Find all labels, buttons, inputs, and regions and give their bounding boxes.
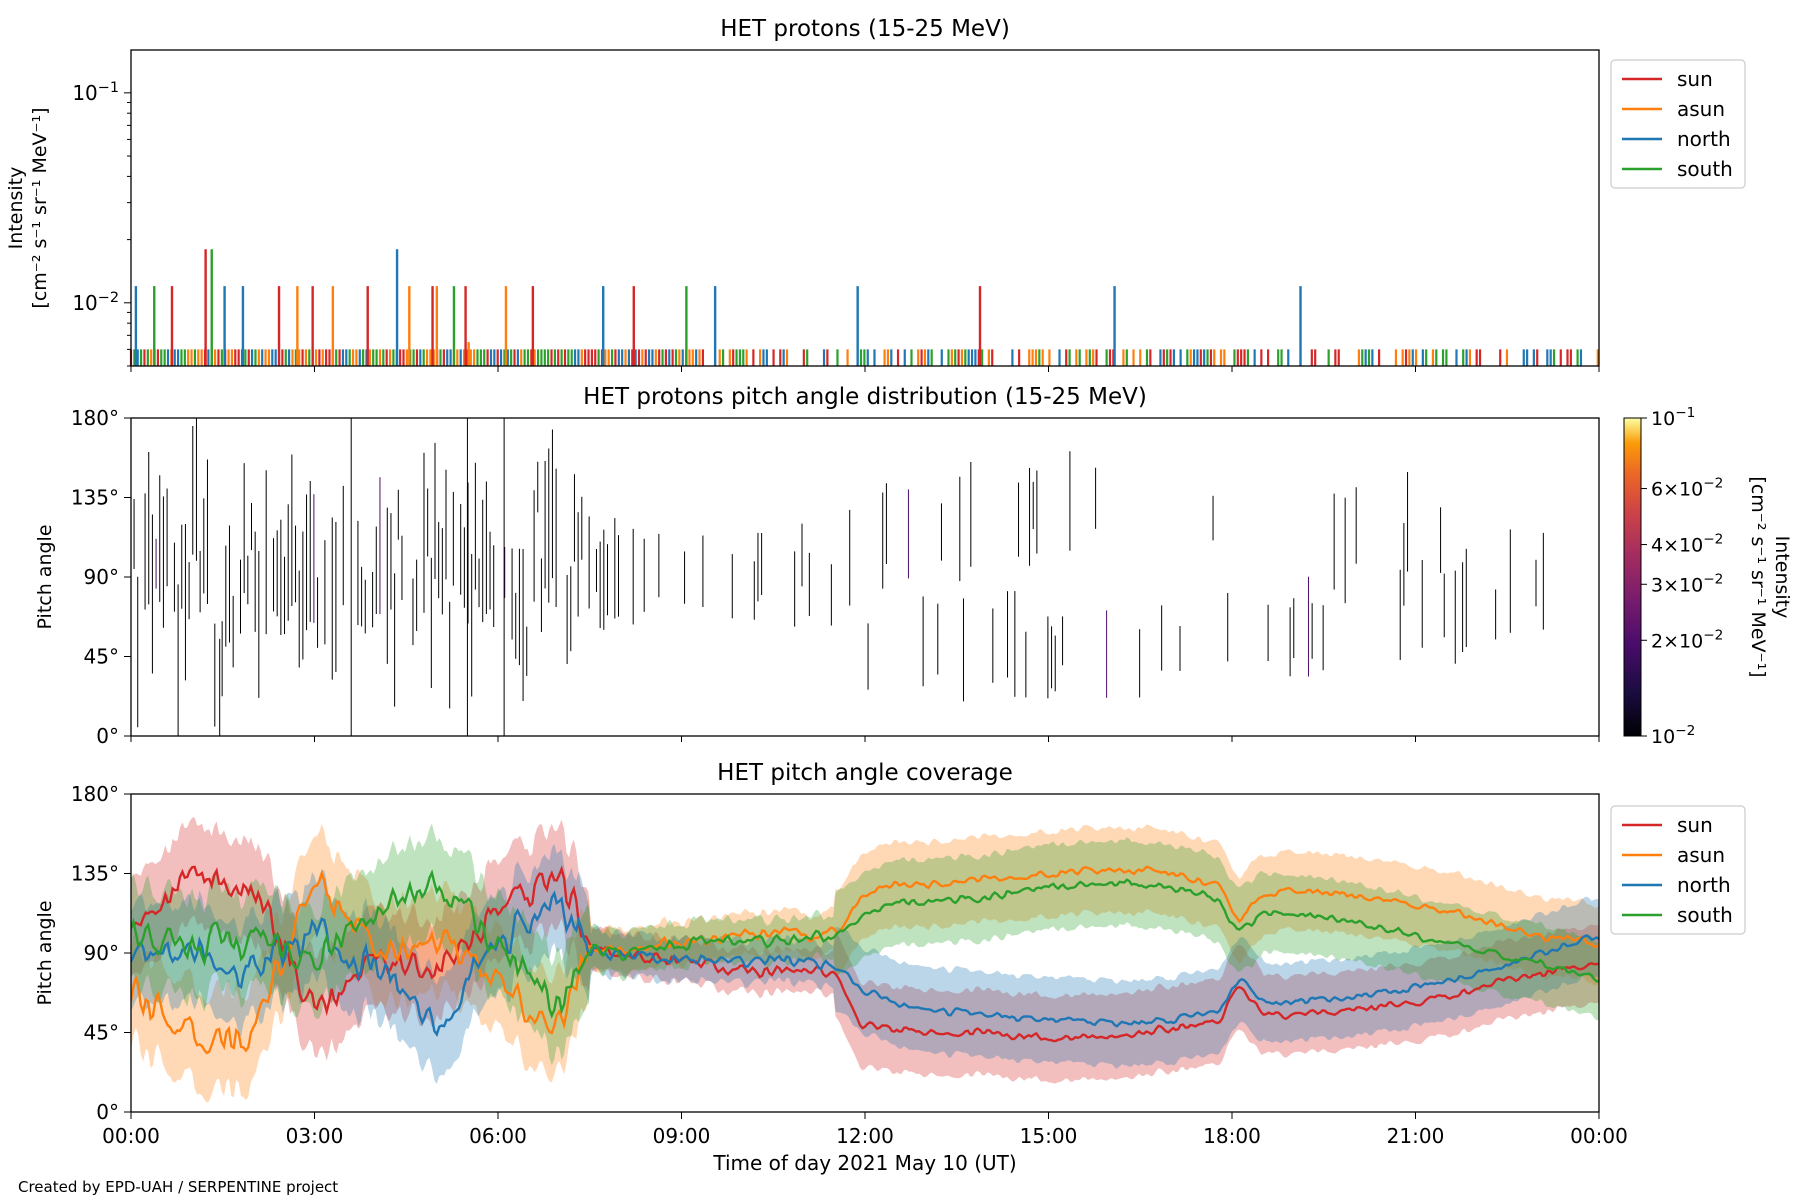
x-tick-label: 18:00 (1203, 1124, 1261, 1148)
credit-text: Created by EPD-UAH / SERPENTINE project (18, 1178, 338, 1196)
y-tick-label: 180° (71, 782, 119, 806)
y-axis-label-line1: Intensity (5, 167, 27, 250)
series-sun-band (131, 817, 1599, 1084)
panel-title: HET protons pitch angle distribution (15… (583, 384, 1147, 410)
y-axis-label-line2: [cm⁻² s⁻¹ sr⁻¹ MeV⁻¹] (29, 107, 51, 308)
y-axis-label: Pitch angle (34, 524, 56, 629)
colorbar-label-line1: Intensity (1771, 536, 1793, 619)
x-tick-label: 09:00 (653, 1124, 711, 1148)
colorbar-gradient (1623, 417, 1642, 737)
y-tick-label: 0° (96, 724, 119, 748)
panel-title: HET protons (15-25 MeV) (720, 16, 1010, 42)
series-asun-band (131, 823, 1599, 1103)
legend-label-south: south (1677, 903, 1733, 927)
y-tick-label: 10−2 (72, 290, 119, 315)
legend-label-sun: sun (1677, 813, 1713, 837)
plot-area (131, 50, 1599, 366)
y-axis-label: Pitch angle (34, 900, 56, 1005)
colorbar-label: Intensity[cm⁻² s⁻¹ sr⁻¹ MeV⁻¹] (1747, 476, 1793, 677)
y-tick-label: 90° (84, 565, 119, 589)
x-tick-label: 06:00 (469, 1124, 527, 1148)
series-north (134, 249, 1302, 366)
y-tick-label: 0° (96, 1100, 119, 1124)
coverage-lines (131, 865, 1599, 1055)
x-tick-label: 15:00 (1020, 1124, 1078, 1148)
y-axis-label: Intensity [cm⁻² s⁻¹ sr⁻¹ MeV⁻¹] (5, 107, 51, 308)
y-tick-label: 90° (84, 941, 119, 965)
y-tick-label: 135° (71, 862, 119, 886)
x-tick-label: 00:00 (1570, 1124, 1628, 1148)
series-asun (296, 286, 508, 366)
series-south (131, 869, 1599, 1019)
colorbar-tick-label: 10−2 (1651, 723, 1695, 748)
x-tick-label: 12:00 (836, 1124, 894, 1148)
colorbar-tick-label: 10−1 (1651, 405, 1695, 430)
y-tick-label: 45° (84, 645, 119, 669)
series-asun (131, 865, 1599, 1055)
legend-label-north: north (1677, 127, 1731, 151)
x-axis-label: Time of day 2021 May 10 (UT) (712, 1151, 1016, 1175)
x-tick-label: 03:00 (286, 1124, 344, 1148)
y-tick-label: 45° (84, 1021, 119, 1045)
y-tick-label: 135° (71, 486, 119, 510)
legend-label-sun: sun (1677, 67, 1713, 91)
legend-frame (1610, 59, 1746, 189)
colorbar-tick-label: 6×10−2 (1651, 476, 1723, 501)
plot-area (131, 794, 1599, 1112)
x-tick-label: 21:00 (1387, 1124, 1445, 1148)
colorbar: 10−1 6×10−2 4×10−2 3×10−2 2×10−2 10−2 Intensit… (1623, 405, 1793, 748)
legend-label-south: south (1677, 157, 1733, 181)
intensity-panel: 10−1 10−2 HET protons (15-25 MeV) Intensity… (5, 16, 1746, 372)
legend-label-asun: asun (1677, 843, 1725, 867)
pitch-angle-coverage-panel: 0° 45° 90° 135° 180° 00:00 03:00 06:00 09:00 12:0… (34, 760, 1746, 1175)
legend-label-asun: asun (1677, 97, 1725, 121)
series-sun (170, 249, 982, 366)
series-south-band (131, 823, 1599, 1066)
colorbar-tick-label: 3×10−2 (1651, 571, 1723, 596)
plot-area (131, 418, 1599, 736)
y-tick-label: 10−1 (72, 80, 119, 105)
legend: sun asun north south (1610, 805, 1746, 935)
colorbar-tick-label: 2×10−2 (1651, 627, 1723, 652)
colorbar-label-line2: [cm⁻² s⁻¹ sr⁻¹ MeV⁻¹] (1747, 476, 1769, 677)
series-south (153, 249, 688, 366)
x-tick-label: 00:00 (102, 1124, 160, 1148)
legend-label-north: north (1677, 873, 1731, 897)
legend: sun asun north south (1610, 59, 1746, 189)
coverage-bands (131, 817, 1599, 1103)
distribution-segments (133, 418, 1544, 736)
series-north (131, 890, 1599, 1038)
panel-title: HET pitch angle coverage (717, 760, 1013, 786)
y-tick-label: 180° (71, 406, 119, 430)
pitch-angle-distribution-panel: 0° 45° 90° 135° 180° HET protons pitch angle … (34, 384, 1793, 748)
series-north-band (131, 843, 1599, 1084)
colorbar-tick-label: 4×10−2 (1651, 532, 1723, 557)
legend-frame (1610, 805, 1746, 935)
